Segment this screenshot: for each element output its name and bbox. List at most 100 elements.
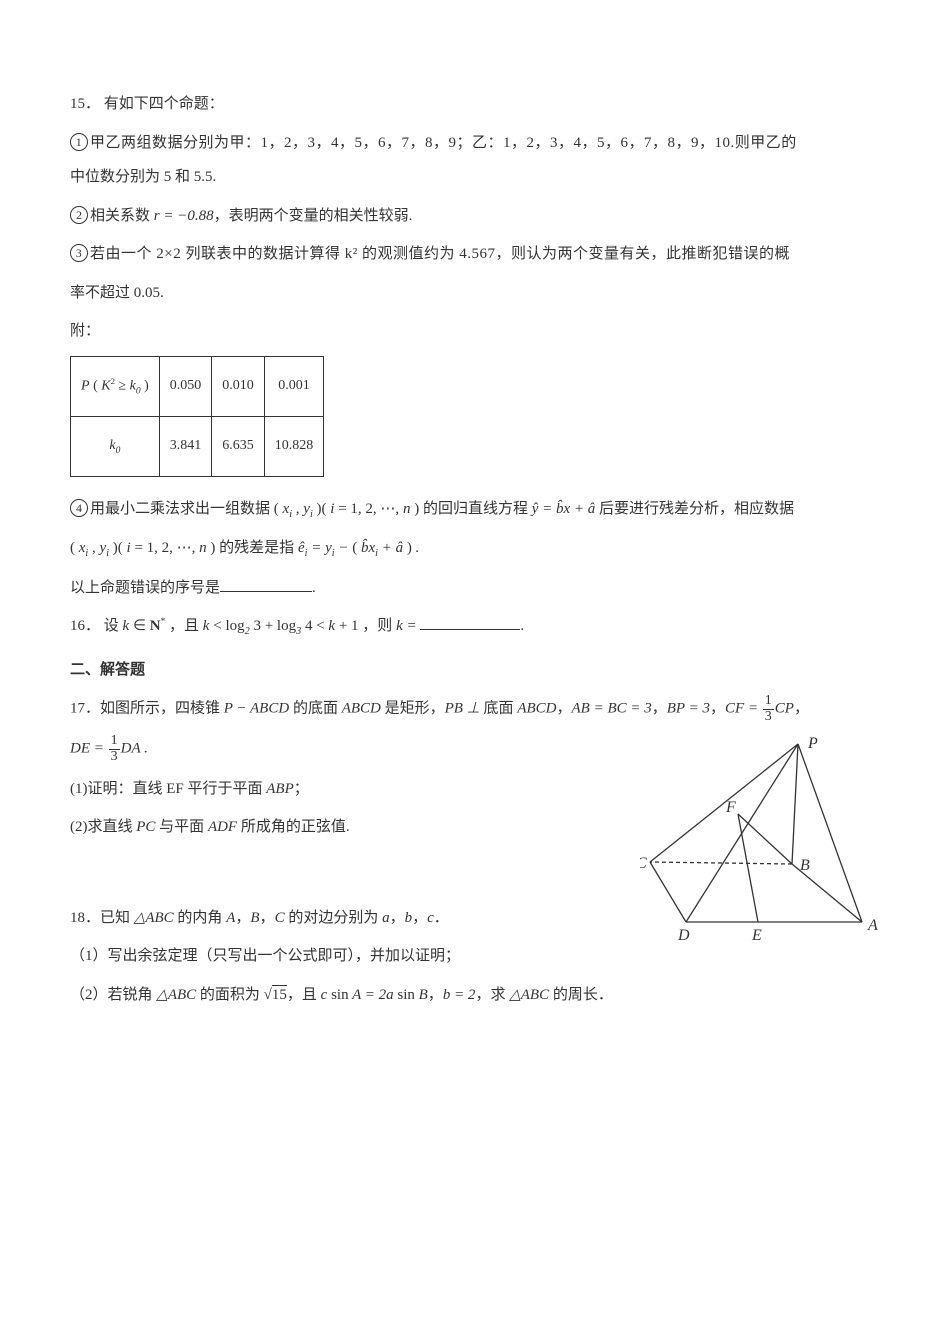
svg-text:F: F — [725, 799, 736, 816]
q18-number: 18． — [70, 910, 100, 926]
q15-item2-math: r = −0.88 — [154, 208, 214, 224]
t: 的对边分别为 — [285, 910, 383, 926]
m: ABCD — [342, 701, 381, 717]
answer-blank[interactable] — [220, 577, 312, 592]
t: ， — [260, 910, 275, 926]
m: B — [250, 910, 259, 926]
frac-icon: 13 — [109, 734, 120, 764]
q15-item2-pre: 相关系数 — [90, 208, 154, 224]
m: AB = BC = 3 — [572, 701, 652, 717]
q15-item4-m3: êi = yi − ( b̂xi + â ) . — [298, 540, 419, 556]
q15-item4: 4用最小二乘法求出一组数据 ( xi , yi )( i = 1, 2, ⋯, … — [70, 495, 880, 524]
q16-m3: k = — [396, 618, 417, 634]
t: ， — [428, 987, 443, 1003]
t: ， — [390, 910, 405, 926]
m: ABP — [266, 781, 294, 797]
frac-icon: 13 — [763, 694, 774, 724]
q15-item4-a: 用最小二乘法求出一组数据 — [90, 501, 274, 517]
pyramid-figure: PCBDEAF — [640, 734, 880, 946]
t: 的底面 — [289, 701, 342, 717]
t: ，且 — [287, 987, 321, 1003]
q18-sub2: （2）若锐角 △ABC 的面积为 √15，且 c sin A = 2a sin … — [70, 981, 880, 1010]
q16: 16． 设 k ∈ N* ，且 k < log2 3 + log3 4 < k … — [70, 612, 880, 641]
t: 所成角的正弦值. — [237, 819, 350, 835]
m: P − ABCD — [224, 701, 289, 717]
svg-text:A: A — [867, 917, 878, 934]
q17-line1: 17．如图所示，四棱锥 P − ABCD 的底面 ABCD 是矩形，PB ⊥ 底… — [70, 694, 880, 724]
svg-text:P: P — [807, 735, 818, 752]
m: BP = 3 — [667, 701, 710, 717]
q16-m1: k — [123, 618, 130, 634]
q15-number: 15． — [70, 96, 100, 112]
t: 底面 — [480, 701, 518, 717]
table-cell: 0.050 — [159, 356, 212, 417]
svg-text:D: D — [677, 927, 690, 944]
q15-item3: 3若由一个 2×2 列联表中的数据计算得 k² 的观测值约为 4.567，则认为… — [70, 240, 880, 269]
m: a — [382, 910, 390, 926]
table-cell: 0.001 — [264, 356, 324, 417]
q16-pre: 设 — [104, 618, 123, 634]
t: ； — [294, 781, 309, 797]
m: ADF — [208, 819, 237, 835]
q17-number: 17． — [70, 701, 100, 717]
t: ， — [794, 701, 809, 717]
t: 是矩形， — [381, 701, 445, 717]
t: ， — [652, 701, 667, 717]
answer-blank[interactable] — [420, 615, 520, 630]
m: CP — [775, 701, 794, 717]
t: (1)证明：直线 EF 平行于平面 — [70, 781, 266, 797]
q15-item2-post: ，表明两个变量的相关性较弱. — [214, 208, 413, 224]
m: DA . — [121, 741, 148, 757]
m: b — [405, 910, 413, 926]
table-header-cell: P ( K2 ≥ k0 ) — [71, 356, 160, 417]
m: C — [275, 910, 285, 926]
q18-sub1: （1）写出余弦定理（只写出一个公式即可），并加以证明； — [70, 942, 880, 971]
q16-m2: k — [203, 618, 210, 634]
m: CF = — [725, 701, 762, 717]
table-row: k0 3.841 6.635 10.828 — [71, 417, 324, 477]
m: △ABC — [509, 987, 549, 1003]
t: 已知 — [100, 910, 134, 926]
table-cell: 6.635 — [212, 417, 265, 477]
t: 的周长． — [549, 987, 613, 1003]
q15-item3-cont: 率不超过 0.05. — [70, 279, 880, 308]
q15-item4-c: 后要进行残差分析，相应数据 — [595, 501, 794, 517]
svg-text:E: E — [751, 927, 762, 944]
q15-item1-text: 甲乙两组数据分别为甲：1，2，3，4，5，6，7，8，9；乙：1，2，3，4，5… — [90, 135, 797, 151]
circled-1: 1 — [70, 133, 88, 151]
q16-mid2: ，则 — [362, 618, 396, 634]
q15-item4-l2a: ( xi , yi )( i = 1, 2, ⋯, n ) — [70, 540, 215, 556]
t: ， — [710, 701, 725, 717]
q15: 15． 有如下四个命题： — [70, 90, 880, 119]
q15-item3-text: 若由一个 2×2 列联表中的数据计算得 k² 的观测值约为 4.567，则认为两… — [90, 246, 790, 262]
m: b = 2 — [443, 987, 476, 1003]
m: DE = — [70, 741, 108, 757]
t: ， — [556, 701, 571, 717]
table-cell: 3.841 — [159, 417, 212, 477]
table-cell: 0.010 — [212, 356, 265, 417]
t: ，求 — [475, 987, 509, 1003]
svg-text:C: C — [640, 855, 647, 872]
q15-closing-text: 以上命题错误的序号是 — [70, 580, 220, 596]
t: 的面积为 — [196, 987, 264, 1003]
m: c sin A = 2a sin B — [321, 987, 428, 1003]
t: （2）若锐角 — [70, 987, 156, 1003]
q15-item2: 2相关系数 r = −0.88，表明两个变量的相关性较弱. — [70, 202, 880, 231]
t: 与平面 — [155, 819, 208, 835]
t: ， — [235, 910, 250, 926]
t: 的内角 — [174, 910, 227, 926]
m: △ABC — [134, 910, 174, 926]
t: (2)求直线 — [70, 819, 136, 835]
t: 如图所示，四棱锥 — [100, 701, 224, 717]
table-cell: k0 — [71, 417, 160, 477]
table-cell: 10.828 — [264, 417, 324, 477]
q16-mid1: ，且 — [169, 618, 203, 634]
section-2-title: 二、解答题 — [70, 656, 880, 685]
period: . — [520, 618, 524, 634]
q15-item4-line2: ( xi , yi )( i = 1, 2, ⋯, n ) 的残差是指 êi =… — [70, 534, 880, 563]
q15-closing: 以上命题错误的序号是. — [70, 574, 880, 603]
circled-2: 2 — [70, 206, 88, 224]
m: PC — [136, 819, 155, 835]
period: . — [312, 580, 316, 596]
t: ， — [412, 910, 427, 926]
